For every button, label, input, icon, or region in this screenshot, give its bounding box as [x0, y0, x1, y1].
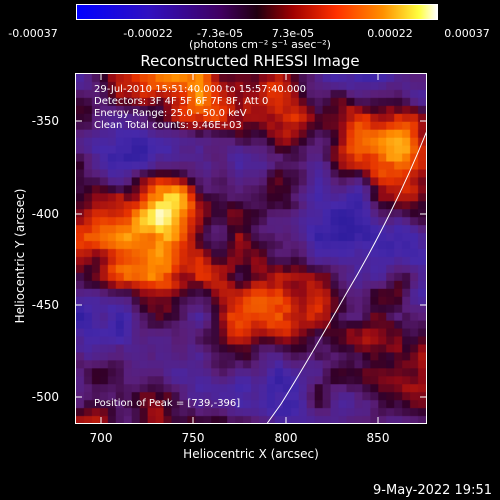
colorbar-label: -0.00037 [8, 27, 58, 40]
image-title: Reconstructed RHESSI Image [140, 52, 360, 70]
limb-overlay [266, 131, 426, 423]
solar-limb-line [266, 131, 426, 423]
colorbar-label: 0.00037 [444, 27, 490, 40]
colorbar [76, 4, 438, 20]
y-tick-label: -400 [31, 207, 59, 221]
x-axis-label: Heliocentric X (arcsec) [183, 447, 319, 461]
x-tick-label: 850 [366, 431, 390, 445]
peak-position: Position of Peak = [739,-396] [94, 398, 241, 409]
y-axis-label: Heliocentric Y (arcsec) [13, 188, 27, 324]
colorbar-unit: (photons cm⁻² s⁻¹ asec⁻²) [189, 38, 331, 51]
colorbar-label: 7.3e-05 [271, 27, 315, 40]
info-detectors: Detectors: 3F 4F 5F 6F 7F 8F, Att 0 [94, 96, 269, 107]
info-energy-range: Energy Range: 25.0 - 50.0 keV [94, 108, 247, 119]
info-time-range: 29-Jul-2010 15:51:40.000 to 15:57:40.000 [94, 84, 306, 95]
x-tick-label: 800 [274, 431, 298, 445]
y-tick-label: -450 [31, 298, 59, 312]
y-tick-label: -500 [31, 390, 59, 404]
info-counts: Clean Total counts: 9.46E+03 [94, 120, 242, 131]
image-plot: 29-Jul-2010 15:51:40.000 to 15:57:40.000… [75, 73, 427, 424]
y-tick-label: -350 [31, 114, 59, 128]
rhessi-image-canvas [76, 74, 426, 423]
colorbar-label: -7.3e-05 [196, 27, 244, 40]
x-tick-label: 700 [89, 431, 113, 445]
colorbar-label: -0.00022 [123, 27, 173, 40]
x-tick-label: 750 [181, 431, 205, 445]
footer-timestamp: 9-May-2022 19:51 [373, 483, 492, 498]
colorbar-label: 0.00022 [367, 27, 413, 40]
